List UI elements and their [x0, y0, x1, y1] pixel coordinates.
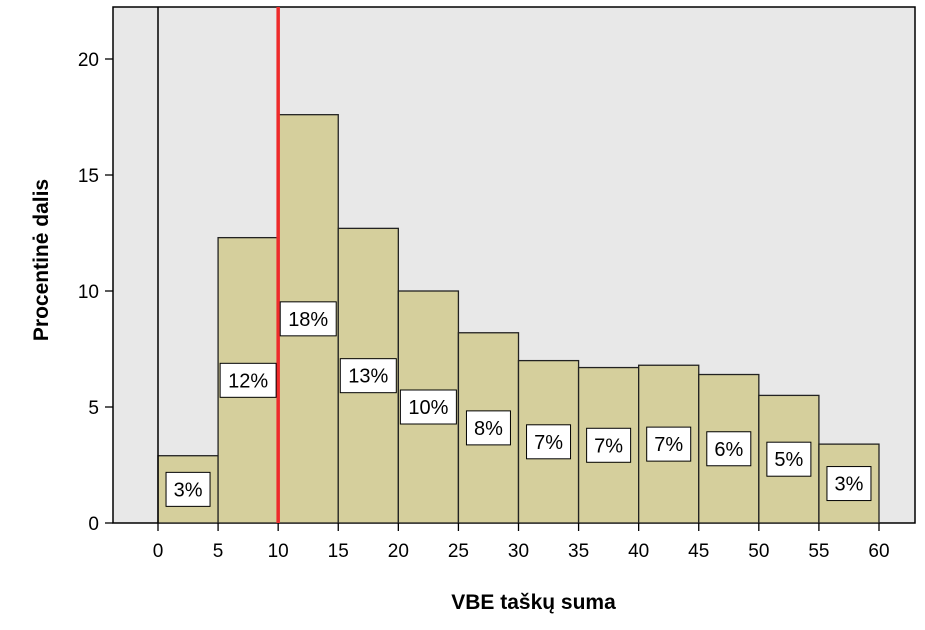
data-label-box [165, 471, 211, 507]
data-label: 6% [714, 439, 743, 461]
x-tick-label: 20 [388, 541, 409, 562]
data-label: 12% [228, 370, 268, 392]
data-label: 13% [348, 366, 388, 388]
data-label: 7% [594, 435, 623, 457]
data-labels-group: 3% 12% 18% 13% 10% 8% 7% 7% 7% 6% 5% 3% [165, 301, 872, 507]
data-label-box [646, 426, 692, 462]
x-tick-label: 55 [808, 541, 829, 562]
data-label: 3% [835, 474, 864, 496]
data-label-box [399, 389, 457, 425]
data-label: 8% [474, 418, 503, 440]
x-tick-label: 45 [688, 541, 709, 562]
data-label-box [586, 427, 632, 463]
y-tick-label: 5 [88, 398, 99, 419]
data-label-box [706, 431, 752, 467]
x-tick-label: 5 [213, 541, 224, 562]
data-label: 10% [408, 397, 448, 419]
data-label: 7% [654, 434, 683, 456]
y-tick-label: 10 [78, 282, 99, 303]
x-tick-label: 60 [868, 541, 889, 562]
x-tick-label: 0 [153, 541, 164, 562]
data-label: 5% [774, 449, 803, 471]
data-label-box [339, 358, 397, 394]
x-tick-label: 40 [628, 541, 649, 562]
data-label-box [826, 466, 872, 502]
y-tick-label: 20 [78, 50, 99, 71]
y-tick-label: 15 [78, 166, 99, 187]
data-label-box [526, 424, 572, 460]
data-label-box [465, 410, 511, 446]
x-tick-label: 15 [328, 541, 349, 562]
y-tick-label: 0 [88, 514, 99, 535]
x-tick-label: 50 [748, 541, 769, 562]
y-axis: 0 5 10 15 20 [78, 50, 113, 535]
x-tick-label: 10 [268, 541, 289, 562]
data-label: 7% [534, 432, 563, 454]
x-tick-label: 25 [448, 541, 469, 562]
x-axis: 0 5 10 15 20 25 30 35 40 45 50 55 60 [153, 523, 890, 562]
data-label-box [279, 301, 337, 337]
data-label: 3% [174, 479, 203, 501]
x-axis-title: VBE taškų suma [451, 591, 616, 614]
data-label-box [219, 362, 277, 398]
data-label: 18% [288, 309, 328, 331]
x-tick-label: 35 [568, 541, 589, 562]
data-label-box [766, 441, 812, 477]
x-tick-label: 30 [508, 541, 529, 562]
y-axis-title: Procentinė dalis [30, 179, 53, 341]
